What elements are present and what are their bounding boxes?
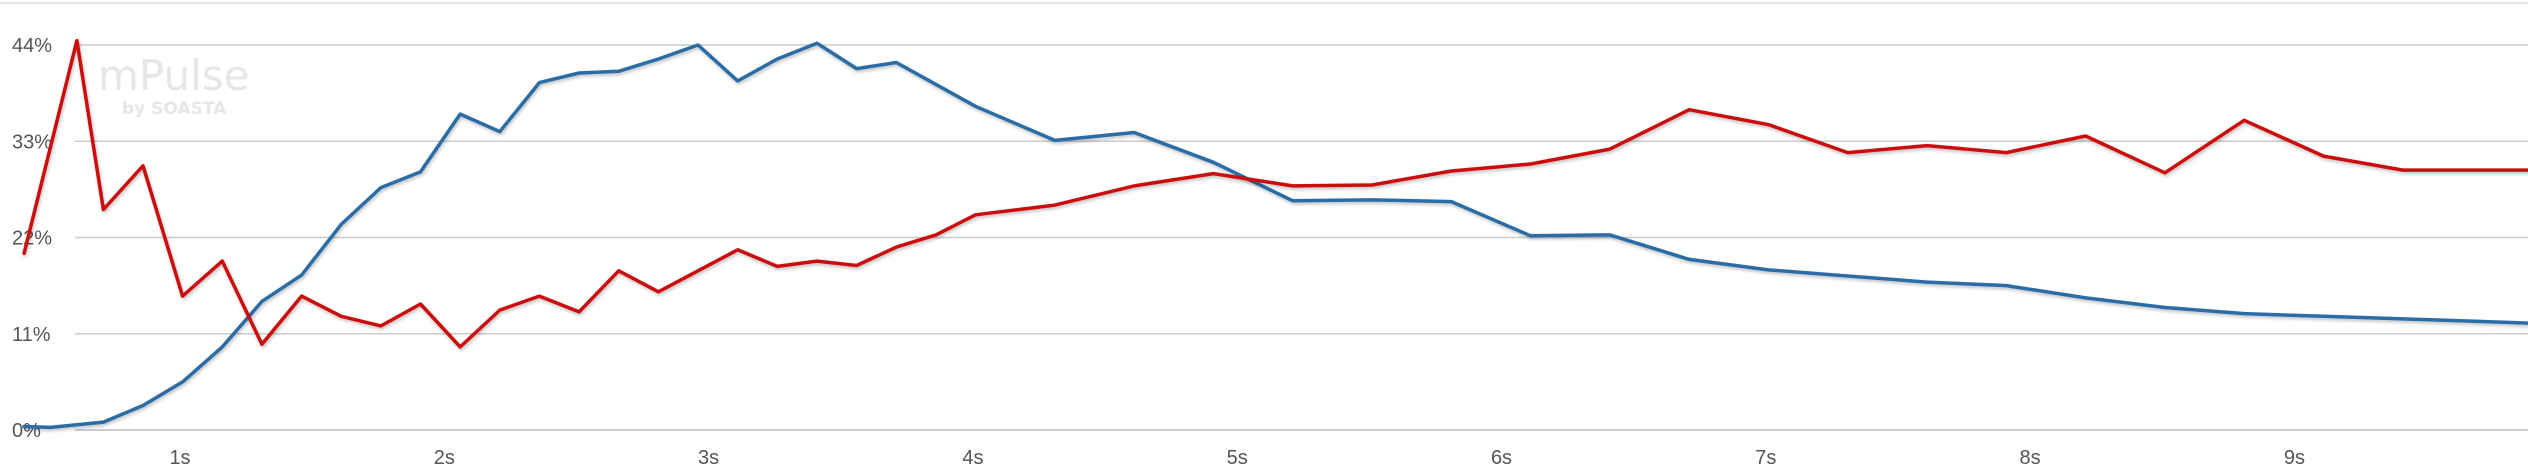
watermark: mPulse by SOASTA [98, 51, 250, 119]
y-tick-label: 44% [12, 35, 52, 57]
y-axis-labels: 0% 11% 22% 33% 44% [12, 35, 52, 442]
watermark-logo-text: mPulse [98, 51, 250, 100]
series-line-1 [22, 41, 2528, 430]
x-axis-labels: 1s 2s 3s 4s 5s 6s 7s 8s 9s [169, 447, 2305, 469]
y-tick-label: 11% [12, 324, 51, 346]
y-tick-label: 22% [12, 228, 52, 250]
x-tick-label: 5s [1227, 447, 1248, 469]
y-tick-label: 0% [12, 420, 41, 442]
x-tick-label: 6s [1491, 447, 1512, 469]
x-tick-label: 7s [1755, 447, 1776, 469]
y-tick-label: 33% [12, 131, 52, 153]
x-tick-label: 1s [169, 447, 190, 469]
x-tick-label: 3s [698, 447, 719, 469]
series-line-2 [22, 38, 2528, 349]
series-lines [22, 38, 2528, 430]
x-tick-label: 2s [434, 447, 455, 469]
grid-lines [0, 2, 2528, 431]
x-tick-label: 8s [2020, 447, 2041, 469]
x-tick-label: 4s [962, 447, 983, 469]
watermark-subtext: by SOASTA [122, 99, 227, 119]
x-tick-label: 9s [2284, 447, 2305, 469]
